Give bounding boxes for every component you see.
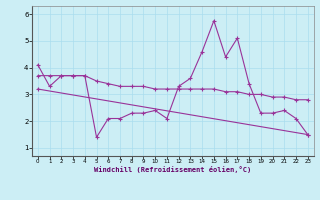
X-axis label: Windchill (Refroidissement éolien,°C): Windchill (Refroidissement éolien,°C)	[94, 166, 252, 173]
